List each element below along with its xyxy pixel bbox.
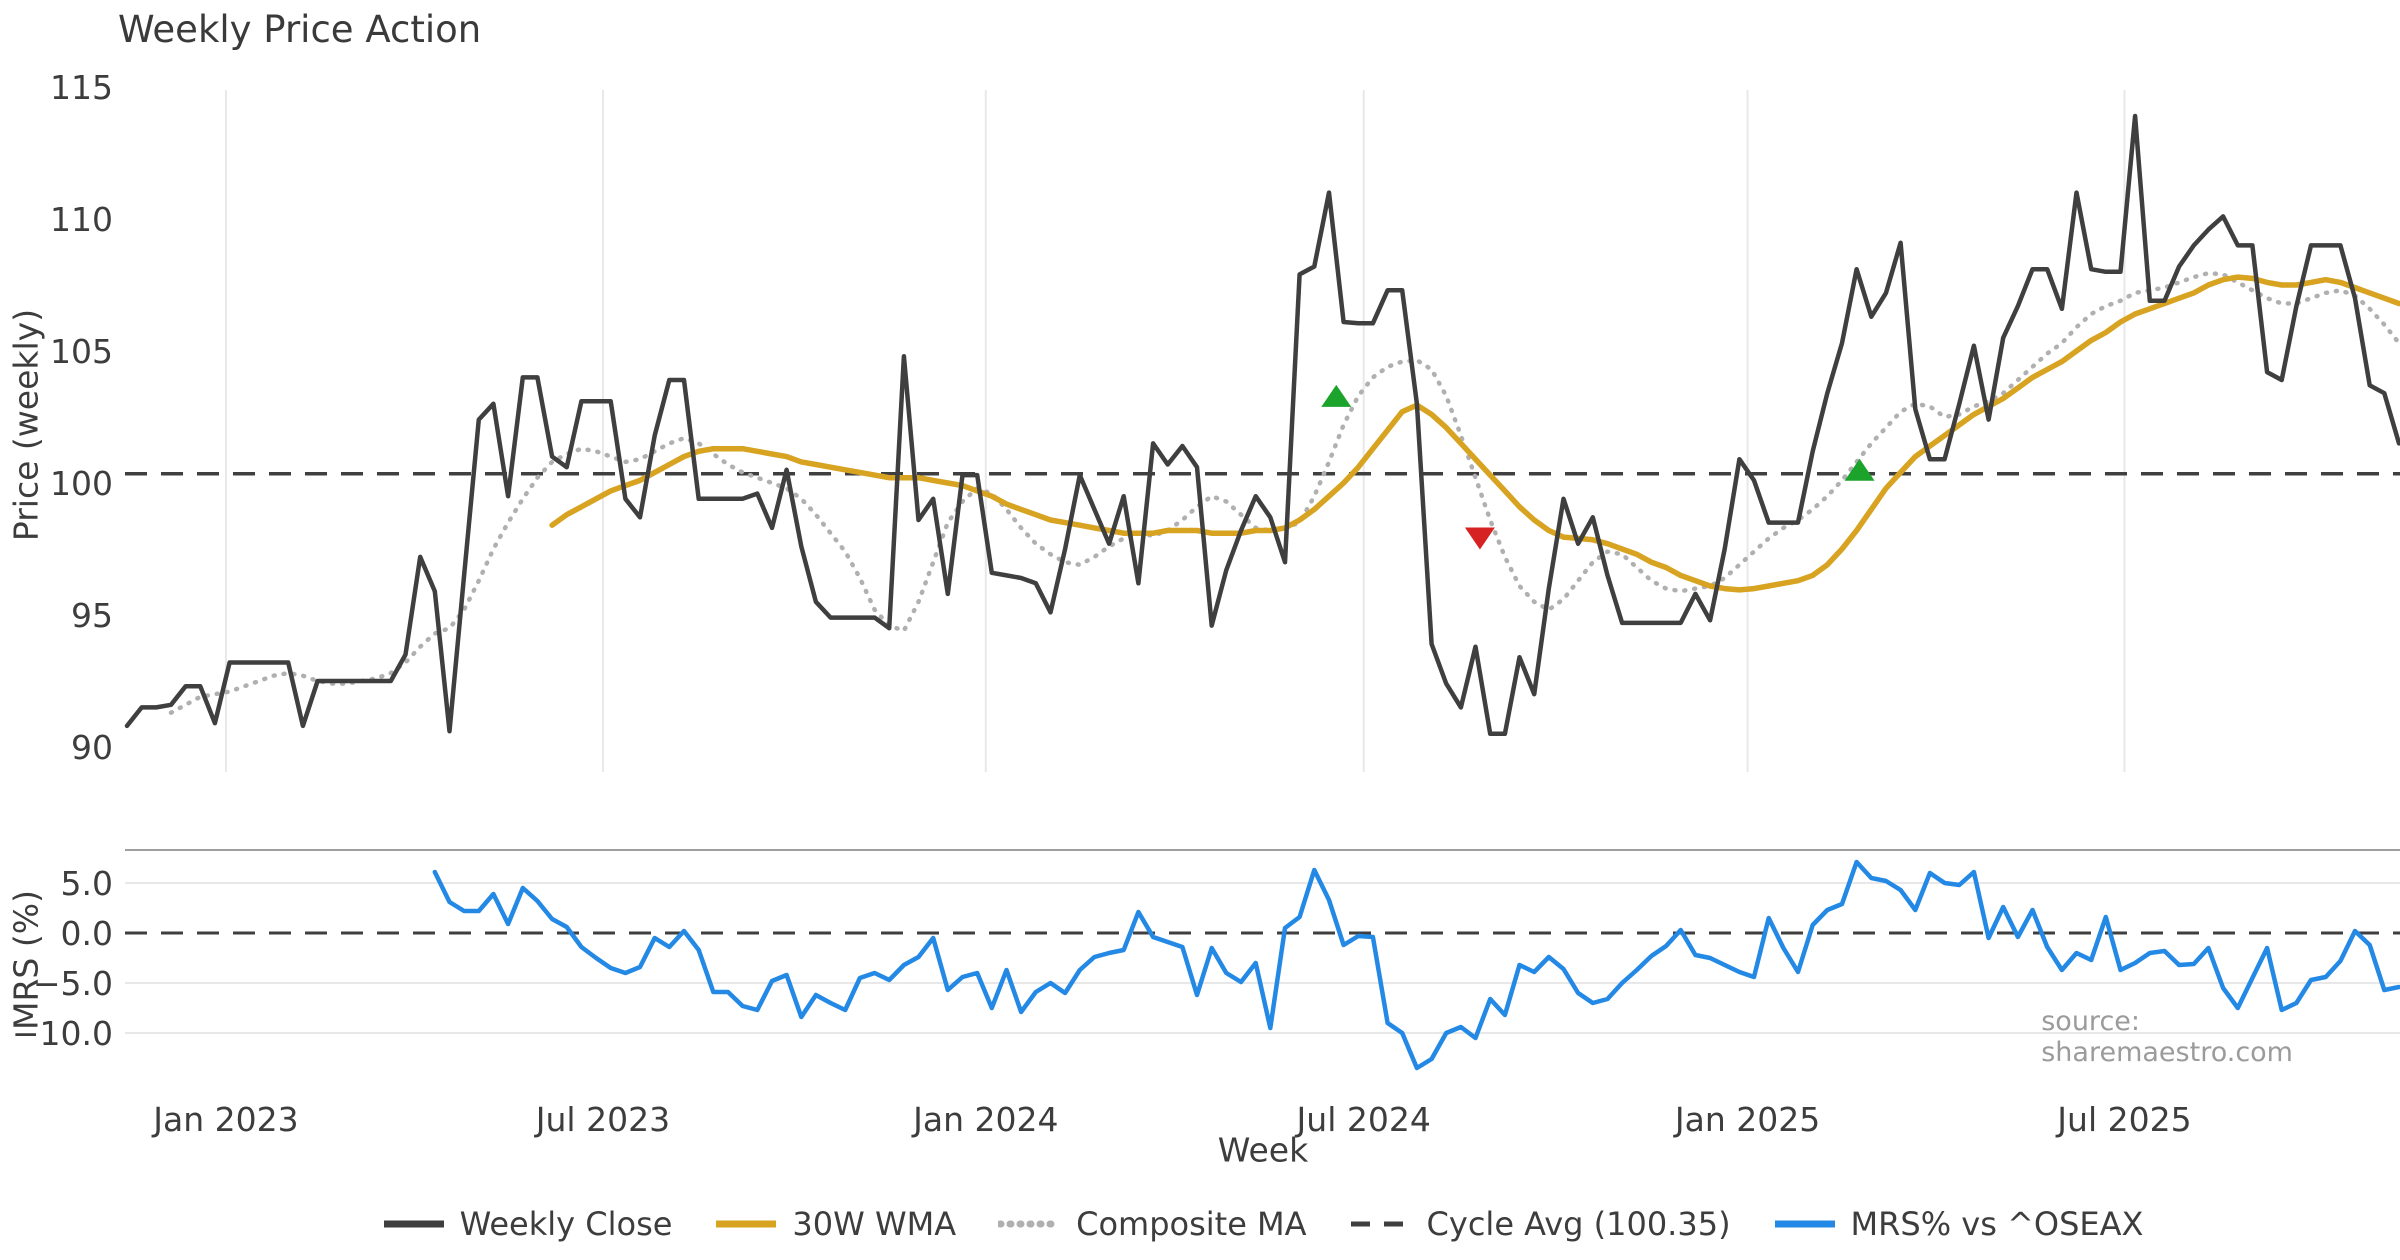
series-mrs — [432, 859, 2400, 1071]
x-tick-label: Jan 2023 — [151, 1100, 298, 1139]
x-tick-label: Jul 2024 — [1295, 1100, 1431, 1139]
legend-swatch-dashed — [1350, 1221, 1411, 1227]
legend-label: Weekly Close — [459, 1205, 673, 1243]
legend-swatch-solid — [1774, 1220, 1835, 1228]
x-tick-label: Jul 2025 — [2055, 1100, 2191, 1139]
legend-label: Composite MA — [1076, 1205, 1307, 1243]
price-ytick: 115 — [50, 68, 113, 107]
legend-swatch-dotted — [998, 1220, 1063, 1228]
x-tick-label: Jan 2025 — [1673, 1100, 1820, 1139]
legend-item-30w-wma: 30W WMA — [714, 1205, 956, 1243]
legend-swatch-solid — [383, 1220, 444, 1228]
legend-label: MRS% vs ^OSEAX — [1850, 1205, 2144, 1243]
legend-swatch-solid — [716, 1220, 777, 1228]
buy-signal-marker — [1321, 384, 1352, 407]
series-composite-ma — [168, 270, 2400, 715]
legend-label: Cycle Avg (100.35) — [1426, 1205, 1731, 1243]
legend-item-weekly-close: Weekly Close — [382, 1205, 673, 1243]
legend-item-cycle-avg-100-35-: Cycle Avg (100.35) — [1349, 1205, 1731, 1243]
price-ytick: 105 — [50, 332, 113, 371]
series-30w-wma — [549, 274, 2400, 593]
price-ytick: 110 — [50, 200, 113, 239]
sell-signal-marker — [1464, 527, 1495, 550]
x-tick-label: Jul 2023 — [534, 1100, 670, 1139]
source-credit: source: sharemaestro.com — [2041, 1006, 2293, 1068]
chart-title: Weekly Price Action — [118, 8, 482, 51]
legend-item-mrs-vs-oseax: MRS% vs ^OSEAX — [1773, 1205, 2144, 1243]
legend-item-composite-ma: Composite MA — [998, 1205, 1307, 1243]
price-ytick: 90 — [71, 728, 113, 767]
price-ytick: 95 — [71, 596, 113, 635]
price-ytick: 100 — [50, 464, 113, 503]
mrs-ytick: −5.0 — [33, 964, 113, 1003]
mrs-ytick: −10.0 — [12, 1014, 113, 1053]
mrs-ytick: 5.0 — [61, 864, 113, 903]
mrs-ytick: 0.0 — [61, 914, 113, 953]
x-axis-label: Week — [1217, 1130, 1309, 1170]
series-weekly-close — [124, 113, 2400, 737]
x-tick-label: Jan 2024 — [911, 1100, 1058, 1139]
buy-signal-marker — [1844, 458, 1875, 481]
legend-label: 30W WMA — [792, 1205, 957, 1243]
legend: Weekly Close 30W WMA Composite MA Cycle Avg… — [125, 1205, 2400, 1243]
